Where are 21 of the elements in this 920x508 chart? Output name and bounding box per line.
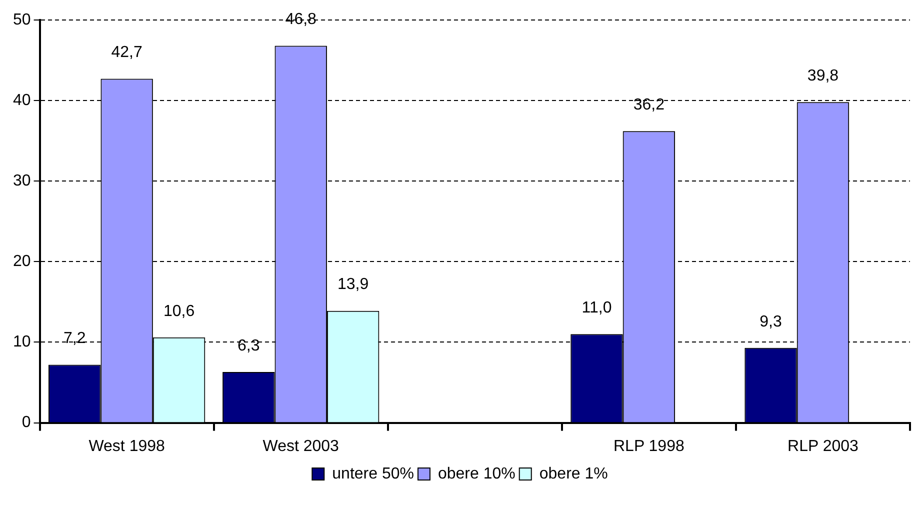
x-tick-label: West 1998 xyxy=(88,438,166,455)
x-tick-label: RLP 2003 xyxy=(788,438,859,455)
x-tick-label: West 2003 xyxy=(262,438,340,455)
y-tick-label: 20 xyxy=(13,253,31,270)
legend-label: obere 1% xyxy=(539,465,608,482)
data-label: 10,6 xyxy=(163,302,195,320)
data-label: 42,7 xyxy=(111,44,142,62)
data-label: 11,0 xyxy=(582,300,612,317)
y-tick-label: 30 xyxy=(13,172,31,190)
data-label: 6,3 xyxy=(238,337,260,354)
y-tick-label: 0 xyxy=(22,414,31,432)
data-label: 13,9 xyxy=(338,276,369,294)
data-label: 9,3 xyxy=(760,313,782,330)
legend-label: untere 50% xyxy=(332,465,414,482)
y-tick-label: 50 xyxy=(13,11,31,28)
data-label: 36,2 xyxy=(633,96,665,114)
y-tick-label: 40 xyxy=(13,92,31,109)
data-label: 39,8 xyxy=(807,68,839,85)
y-tick-label: 10 xyxy=(13,334,31,351)
legend-label: obere 10% xyxy=(438,465,516,482)
x-tick-label: RLP 1998 xyxy=(614,438,684,455)
